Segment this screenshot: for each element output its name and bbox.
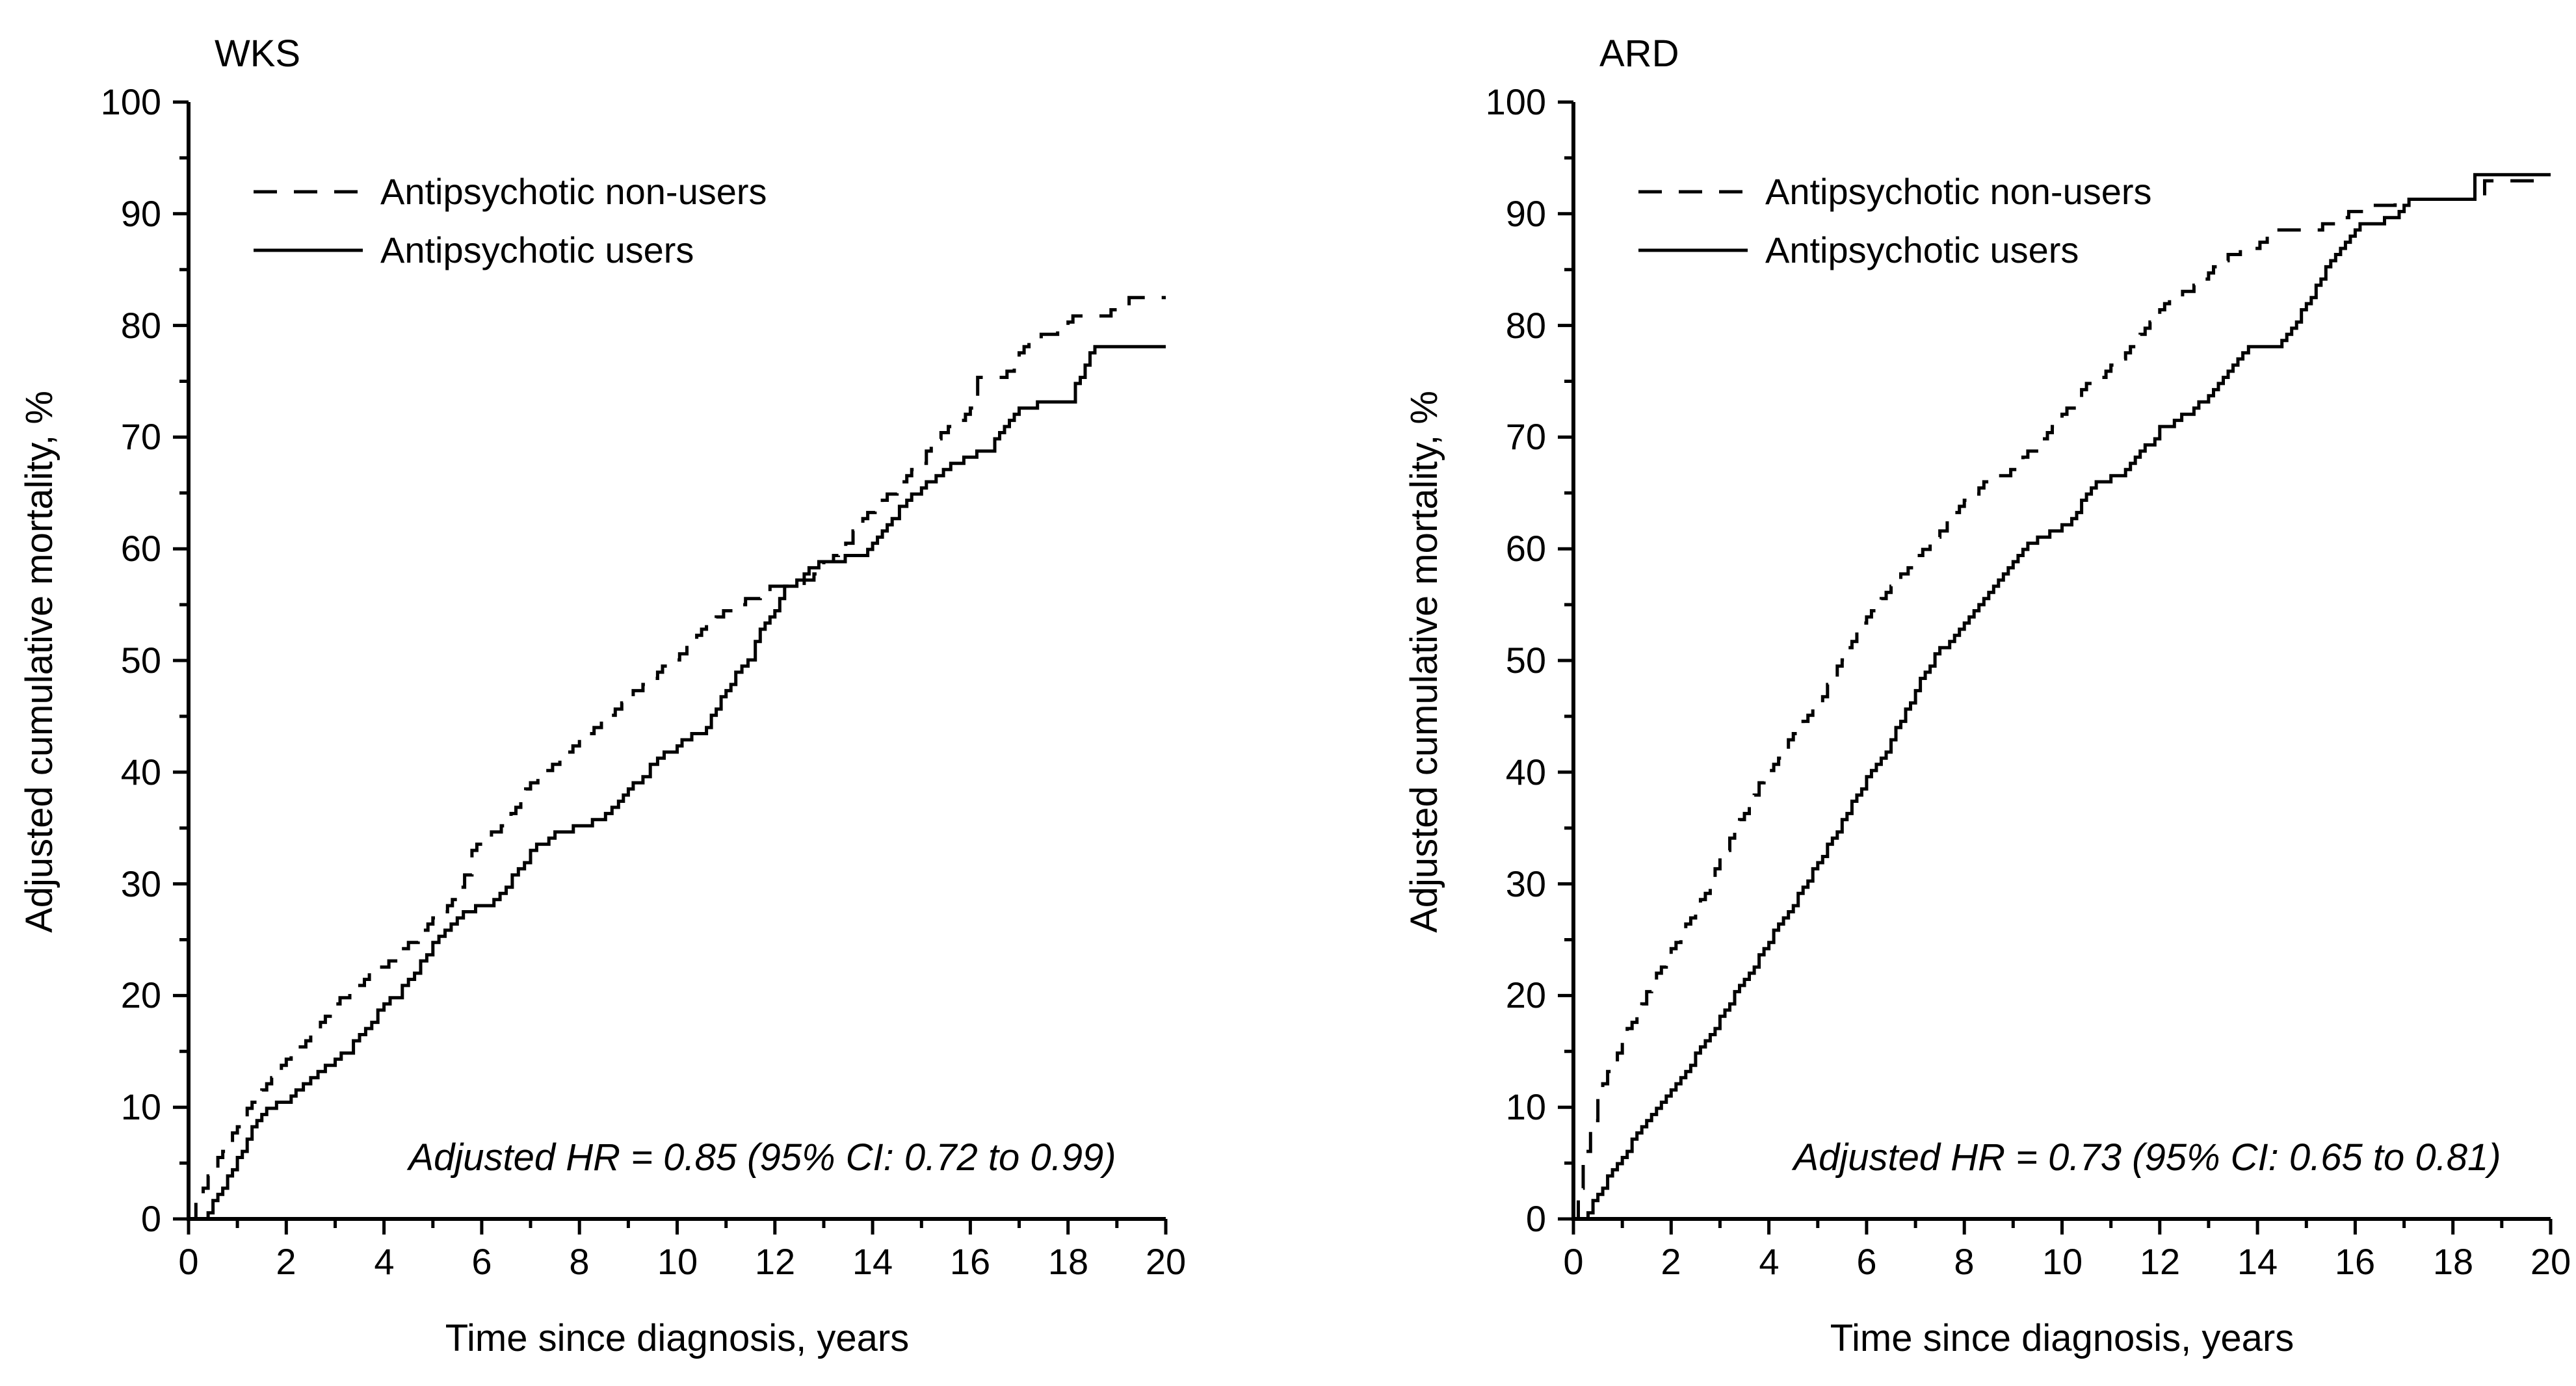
y-tick-label: 30 [1505, 863, 1546, 904]
y-tick-label: 100 [1485, 81, 1546, 122]
y-axis-label-ard: Adjusted cumulative mortality, % [1403, 391, 1445, 933]
x-tick-label: 10 [2042, 1241, 2083, 1282]
y-tick-label: 60 [120, 528, 161, 569]
hazard-ratio-annotation-ard: Adjusted HR = 0.73 (95% CI: 0.65 to 0.81… [1793, 1136, 2501, 1179]
x-tick-label: 2 [1661, 1241, 1681, 1282]
y-axis-ticks-panel-1 [1558, 100, 1573, 1221]
x-tick-label: 16 [2334, 1241, 2376, 1282]
x-tick-label: 16 [949, 1241, 991, 1282]
x-tick-label: 0 [1563, 1241, 1584, 1282]
x-tick-label: 12 [754, 1241, 796, 1282]
x-tick-label: 6 [1856, 1241, 1877, 1282]
y-tick-label: 80 [120, 305, 161, 346]
y-tick-label: 50 [1505, 640, 1546, 681]
panel-title-ard: ARD [1599, 33, 1679, 75]
x-tick-label: 0 [178, 1241, 199, 1282]
x-tick-label: 14 [852, 1241, 893, 1282]
y-tick-label: 40 [1505, 752, 1546, 792]
x-tick-label: 20 [1145, 1241, 1187, 1282]
hazard-ratio-annotation-wks: Adjusted HR = 0.85 (95% CI: 0.72 to 0.99… [408, 1136, 1116, 1179]
y-axis-ticks-panel-0 [173, 100, 189, 1221]
y-tick-label: 90 [1505, 193, 1546, 234]
x-tick-label: 20 [2530, 1241, 2571, 1282]
y-tick-label: 80 [1505, 305, 1546, 346]
x-axis-label-ard: Time since diagnosis, years [1830, 1317, 2294, 1359]
y-tick-label: 40 [120, 752, 161, 792]
x-tick-label: 2 [276, 1241, 296, 1282]
x-tick-label: 8 [1954, 1241, 1975, 1282]
survival-curve-users-panel-1 [1583, 173, 2551, 1221]
x-tick-label: 8 [569, 1241, 590, 1282]
y-tick-label: 10 [120, 1086, 161, 1127]
x-tick-label: 10 [657, 1241, 698, 1282]
y-tick-label: 90 [120, 193, 161, 234]
x-axis-ticks-panel-1 [1571, 1219, 2553, 1235]
x-tick-label: 6 [471, 1241, 492, 1282]
y-tick-label: 0 [140, 1198, 161, 1239]
survival-curve-users-panel-0 [203, 345, 1166, 1221]
x-tick-label: 14 [2237, 1241, 2278, 1282]
y-tick-label: 100 [100, 81, 161, 122]
y-tick-label: 60 [1505, 528, 1546, 569]
y-axis-label-wks: Adjusted cumulative mortality, % [18, 391, 60, 933]
x-tick-label: 18 [2432, 1241, 2474, 1282]
y-tick-label: 30 [120, 863, 161, 904]
y-tick-label: 0 [1525, 1198, 1546, 1239]
y-tick-label: 20 [1505, 974, 1546, 1015]
y-tick-label: 70 [120, 416, 161, 457]
y-tick-label: 10 [1505, 1086, 1546, 1127]
y-tick-label: 70 [1505, 416, 1546, 457]
x-tick-label: 4 [1759, 1241, 1780, 1282]
y-tick-label: 20 [120, 974, 161, 1015]
legend-label-users-wks: Antipsychotic users [380, 229, 694, 270]
x-tick-label: 18 [1047, 1241, 1089, 1282]
x-axis-ticks-panel-0 [187, 1219, 1168, 1235]
x-axis-label-wks: Time since diagnosis, years [445, 1317, 910, 1359]
survival-curve-non-users-panel-1 [1573, 179, 2551, 1221]
legend-label-users-ard: Antipsychotic users [1765, 229, 2079, 270]
x-tick-label: 4 [374, 1241, 395, 1282]
survival-curve-non-users-panel-0 [189, 296, 1166, 1221]
legend-label-nonusers-wks: Antipsychotic non-users [380, 171, 767, 212]
x-tick-label: 12 [2139, 1241, 2181, 1282]
y-tick-label: 50 [120, 640, 161, 681]
legend-label-nonusers-ard: Antipsychotic non-users [1765, 171, 2152, 212]
panel-title-wks: WKS [215, 33, 301, 75]
